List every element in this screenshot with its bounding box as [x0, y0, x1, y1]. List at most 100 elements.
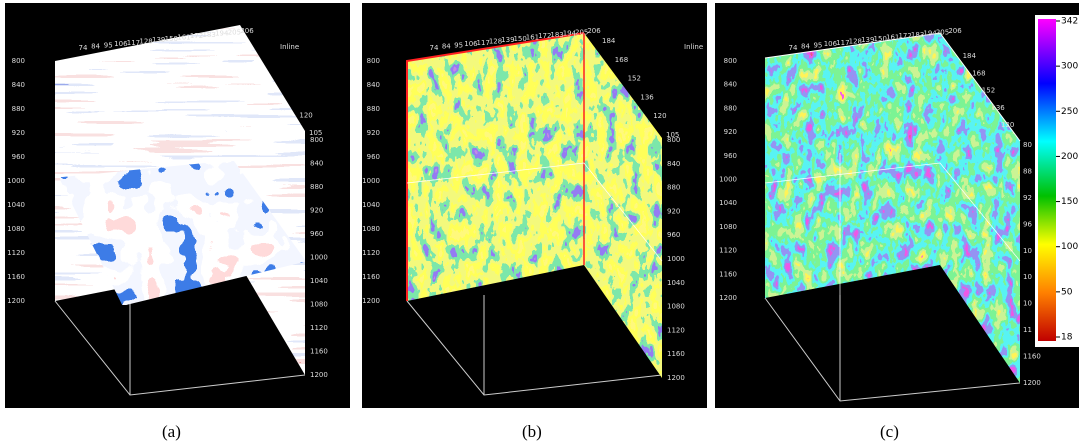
crossline-tick-label: 168 [615, 56, 628, 64]
inline-tick-label: 106 [464, 40, 478, 48]
depth-tick-label: 840 [667, 160, 680, 168]
depth-tick-label: 1160 [719, 270, 737, 278]
depth-tick-label: 1120 [7, 249, 25, 257]
inline-tick-label: 95 [454, 41, 463, 49]
depth-tick-label: 1200 [667, 374, 685, 382]
depth-tick-label: 840 [367, 81, 380, 89]
depth-tick-label: 1080 [310, 301, 328, 309]
colorbar-tick-label: 200 [1061, 152, 1078, 162]
panel-a: 74 84 95 106 117 128 139 150 161 172 183 194 205 206 1… [5, 3, 350, 408]
depth-tick-label: 1040 [667, 279, 685, 287]
depth-tick-label: 960 [310, 230, 323, 238]
depth-tick-label: 1120 [719, 247, 737, 255]
depth-tick-label: 10 [1023, 273, 1032, 281]
inline-tick-label: 128 [489, 37, 502, 45]
caption-b: (b) [522, 422, 542, 441]
inline-tick-label: 117 [477, 39, 490, 47]
depth-tick-label: 960 [367, 153, 380, 161]
inline-tick-label: 139 [861, 36, 874, 44]
inline-tick-label: 95 [104, 41, 113, 49]
depth-tick-label: 1160 [7, 273, 25, 281]
depth-tick-label: 88 [1023, 167, 1032, 175]
depth-tick-label: 1000 [7, 177, 25, 185]
inline-tick-label: 139 [501, 36, 514, 44]
depth-tick-label: 1040 [719, 199, 737, 207]
depth-tick-label: 1080 [362, 225, 380, 233]
inline-tick-label: 128 [849, 37, 862, 45]
inline-tick-label: 206 [587, 27, 601, 35]
depth-tick-label: 800 [12, 57, 25, 65]
depth-tick-label: 880 [12, 105, 25, 113]
depth-tick-label: 840 [310, 160, 323, 168]
depth-tick-label: 1000 [362, 177, 380, 185]
depth-tick-label: 840 [12, 81, 25, 89]
crossline-tick-label: 168 [972, 69, 985, 77]
depth-tick-label: 800 [367, 57, 380, 65]
inline-tick-label: 74 [79, 44, 88, 52]
inline-tick-label: 84 [91, 43, 100, 51]
depth-tick-label: 1040 [362, 201, 380, 209]
depth-tick-label: 1080 [719, 223, 737, 231]
colorbar-tick-label: 250 [1061, 107, 1078, 117]
caption-a: (a) [162, 422, 181, 441]
depth-tick-label: 1040 [310, 277, 328, 285]
depth-tick-label: 1000 [310, 254, 328, 262]
inline-tick-label: 206 [948, 27, 962, 35]
depth-tick-label: 80 [1023, 141, 1032, 149]
caption-c: (c) [880, 422, 899, 441]
depth-tick-label: 1160 [1023, 353, 1041, 361]
inline-tick-label: 117 [836, 39, 849, 47]
panel-b: 74 84 95 1061171281391501611721831942052061… [362, 3, 707, 408]
depth-tick-label: 880 [367, 105, 380, 113]
colorbar-tick-label: 150 [1061, 197, 1078, 207]
inline-tick-label: 172 [538, 32, 551, 40]
depth-tick-label: 960 [667, 231, 680, 239]
colorbar-tick-label: 342 [1061, 17, 1078, 27]
depth-tick-label: 920 [12, 129, 25, 137]
crossline-tick-label: 120 [1001, 121, 1014, 129]
depth-tick-label: 920 [367, 129, 380, 137]
inline-tick-label: 74 [789, 44, 798, 52]
inline-tick-label: 117 [127, 39, 140, 47]
inline-tick-label: 183 [911, 31, 924, 39]
depth-tick-label: 960 [724, 152, 737, 160]
axis-label: Inline [280, 43, 299, 51]
inline-tick-label: 172 [898, 32, 911, 40]
inline-tick-label: 150 [874, 35, 887, 43]
axis-label: Inline [684, 43, 703, 51]
depth-tick-label: 800 [667, 136, 680, 144]
inline-tick-label: 139 [152, 36, 165, 44]
inline-tick-label: 206 [240, 27, 254, 35]
crossline-tick-label: 152 [628, 75, 641, 83]
panel-c: 74 84 95 106 117 128 139 150 161 172 183 194 205 2061… [715, 3, 1079, 408]
inline-tick-label: 150 [165, 35, 178, 43]
inline-tick-label: 161 [886, 34, 899, 42]
crossline-tick-label: 152 [982, 87, 995, 95]
depth-tick-label: 96 [1023, 220, 1032, 228]
inline-tick-label: 205 [575, 28, 588, 36]
figure-panels: 74 84 95 106 117 128 139 150 161 172 183 194 205 2061… [5, 3, 1079, 408]
depth-tick-label: 880 [724, 104, 737, 112]
depth-tick-label: 1000 [719, 176, 737, 184]
depth-tick-label: 920 [310, 207, 323, 215]
depth-tick-label: 1080 [7, 225, 25, 233]
crossline-tick-label: 184 [963, 52, 977, 60]
inline-tick-label: 106 [114, 40, 128, 48]
inline-tick-label: 205 [936, 28, 949, 36]
depth-tick-label: 1000 [667, 255, 685, 263]
inline-tick-label: 150 [513, 35, 526, 43]
depth-tick-label: 1120 [667, 326, 685, 334]
crossline-tick-label: 120 [299, 111, 312, 119]
crossline-tick-label: 136 [991, 104, 1005, 112]
crossline-tick-label: 120 [653, 112, 666, 120]
colorbar-tick-label: 100 [1061, 242, 1078, 252]
depth-tick-label: 1080 [667, 303, 685, 311]
depth-tick-label: 960 [12, 153, 25, 161]
inline-tick-label: 183 [202, 31, 215, 39]
depth-tick-label: 1160 [362, 273, 380, 281]
inline-tick-label: 128 [139, 37, 152, 45]
depth-tick-label: 1120 [362, 249, 380, 257]
inline-tick-label: 172 [190, 32, 203, 40]
inline-tick-label: 205 [228, 28, 241, 36]
